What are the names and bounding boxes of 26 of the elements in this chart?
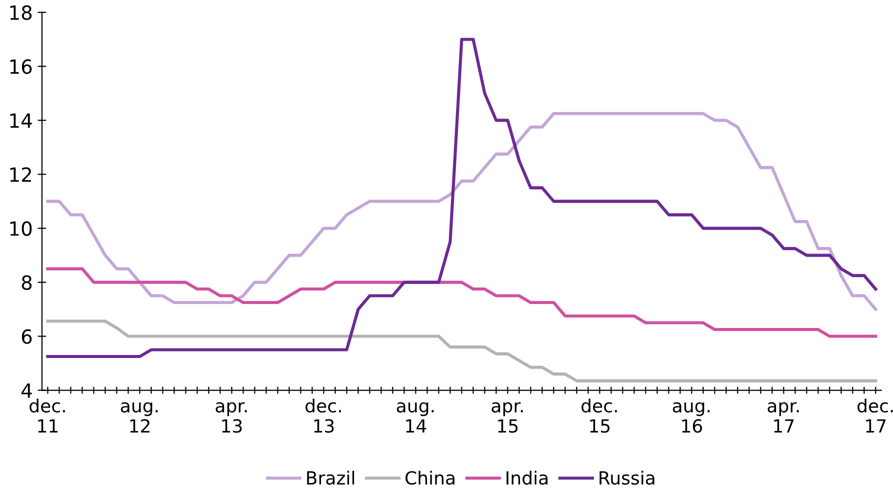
- legend-label: India: [506, 470, 548, 485]
- line-series: [46, 38, 878, 358]
- y-tick-label: 12: [10, 167, 31, 182]
- x-tick-label: dec. 13: [306, 398, 341, 433]
- y-tick-label: 10: [10, 221, 32, 236]
- x-tick-label: apr. 13: [216, 402, 247, 433]
- legend-label: China: [405, 470, 454, 485]
- x-tick-label: dec. 17: [858, 398, 893, 433]
- y-tick-label: 6: [22, 329, 32, 344]
- x-tick-label: apr. 17: [768, 402, 799, 433]
- legend-label: Brazil: [307, 470, 354, 485]
- x-tick-label: aug. 14: [396, 402, 434, 433]
- y-tick-label: 14: [10, 114, 32, 128]
- legend-label: Russia: [600, 470, 654, 485]
- x-tick-label: dec. 11: [30, 398, 65, 433]
- x-tick-label: apr. 15: [492, 402, 523, 433]
- x-tick-label: aug. 12: [120, 402, 158, 433]
- line-series: [46, 320, 878, 382]
- line-series: [46, 267, 878, 338]
- y-tick-label: 16: [10, 59, 32, 74]
- y-tick-label: 18: [10, 5, 32, 20]
- y-tick-label: 4: [22, 383, 32, 398]
- line-series: [46, 112, 878, 311]
- y-tick-label: 8: [22, 275, 32, 290]
- x-tick-label: dec. 15: [582, 398, 617, 433]
- x-tick-label: aug. 16: [672, 402, 710, 433]
